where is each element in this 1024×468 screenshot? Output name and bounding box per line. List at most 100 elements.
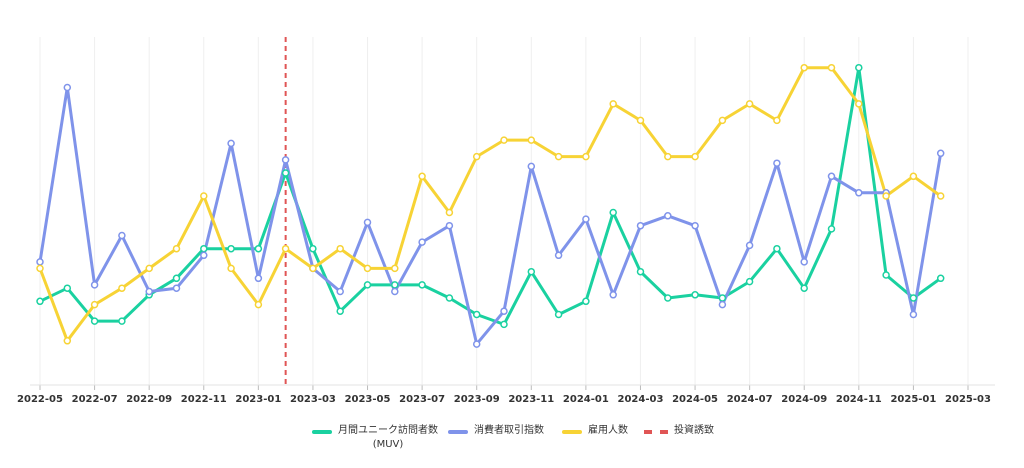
series-0-point <box>336 307 344 315</box>
x-tick-label: 2022-09 <box>126 394 172 405</box>
series-1-point <box>418 238 426 246</box>
series-1-point <box>609 291 617 299</box>
x-tick-label: 2022-07 <box>72 394 118 405</box>
x-tick-label: 2025-03 <box>945 394 991 405</box>
series-2-point <box>691 152 699 161</box>
series-2-point <box>363 264 372 273</box>
series-0-point <box>800 284 808 292</box>
series-1-point <box>36 258 44 266</box>
series-0-point <box>582 297 590 306</box>
series-0-point <box>554 310 563 319</box>
series-1-point <box>718 300 727 309</box>
series-2-point <box>281 244 290 253</box>
x-axis: 2022-05 2022-07 2022-09 2022-11 2023-01 2023-… <box>17 384 995 405</box>
series-2-point <box>172 244 181 253</box>
legend-label-inv: 投資誘致 <box>674 425 714 436</box>
series-2-point <box>800 63 808 72</box>
legend-swatch-muv <box>312 430 332 434</box>
series-2-point <box>200 192 208 200</box>
line-chart: 2022-05 2022-07 2022-09 2022-11 2023-01 2023-… <box>17 37 995 405</box>
series-1-point <box>582 215 590 223</box>
series-0-point <box>527 267 536 276</box>
series-1-point <box>227 139 235 148</box>
series-0-point <box>636 267 645 276</box>
legend-item-cti[interactable]: 消費者取引指数 <box>448 424 544 438</box>
series-1-point <box>855 189 863 197</box>
series-2-point <box>582 152 590 161</box>
legend-label-cti: 消費者取引指数 <box>474 425 544 436</box>
series-0-point <box>445 294 454 302</box>
series-2-point <box>227 264 235 273</box>
series-0-point <box>909 294 918 302</box>
x-tick-label: 2024-01 <box>563 394 609 405</box>
series-2-point <box>118 284 126 292</box>
series-0-point <box>773 244 781 253</box>
series-0-point <box>855 63 863 72</box>
series-0-point <box>200 244 208 253</box>
series-0-point <box>227 244 235 253</box>
series-2-point <box>254 300 263 309</box>
series-0-point <box>500 320 508 329</box>
series-1-point <box>691 221 699 230</box>
legend-item-inv[interactable]: 投資誘致 <box>644 424 714 438</box>
series-2-point <box>391 264 399 273</box>
series-2-point <box>718 116 727 125</box>
series-2-point <box>309 264 317 273</box>
series-1-point <box>472 340 481 348</box>
x-tick-label: 2022-05 <box>17 394 63 405</box>
series-2-point <box>527 136 536 144</box>
x-tick-label: 2023-09 <box>454 394 500 405</box>
series-2-point <box>145 264 153 273</box>
series-0-point <box>472 310 481 319</box>
series-2-point <box>554 152 563 161</box>
chart-series <box>36 63 945 348</box>
legend-label-muv: 月間ユニーク訪問者数 (MUV) <box>338 424 438 452</box>
series-2-point <box>500 136 508 144</box>
series-1-point <box>773 159 781 167</box>
series-1-point <box>172 284 181 292</box>
series-1-point <box>200 251 208 260</box>
x-tick-label: 2023-05 <box>345 394 391 405</box>
series-1-point <box>363 218 372 227</box>
series-0-point <box>63 284 72 292</box>
x-tick-label: 2024-11 <box>836 394 882 405</box>
series-2-point <box>855 100 863 108</box>
series-0-point <box>691 291 699 299</box>
legend-label-muv-line1: 月間ユニーク訪問者数 <box>338 425 438 436</box>
series-2-point <box>745 100 754 108</box>
series-1-point <box>500 307 508 315</box>
series-1-point <box>527 162 536 171</box>
series-1-point <box>281 156 290 164</box>
series-1-point <box>636 221 645 230</box>
x-tick-label: 2024-09 <box>781 394 827 405</box>
series-1-point <box>745 241 754 250</box>
series-2-point <box>609 100 617 108</box>
series-0-point <box>745 277 754 286</box>
series-1-point <box>827 172 836 181</box>
series-2-point <box>664 152 672 161</box>
legend-label-muv-line2: (MUV) <box>372 439 404 450</box>
series-0-point <box>36 297 44 306</box>
series-2-point <box>472 152 481 161</box>
series-0-point <box>363 281 372 289</box>
series-2-point <box>445 208 454 217</box>
series-1-point <box>391 287 399 296</box>
legend-item-emp[interactable]: 雇用人数 <box>562 424 628 438</box>
series-0-point <box>281 169 290 177</box>
chart-grid <box>39 37 969 385</box>
series-0-point <box>609 208 617 217</box>
series-2-point <box>336 244 344 253</box>
legend-label-emp: 雇用人数 <box>588 425 628 436</box>
x-tick-label: 2024-05 <box>672 394 718 405</box>
x-tick-label: 2022-11 <box>181 394 227 405</box>
series-line-2 <box>38 66 943 343</box>
series-1-point <box>90 281 99 289</box>
series-1-point <box>145 287 153 296</box>
x-tick-label: 2024-07 <box>727 394 773 405</box>
series-1-point <box>336 287 344 296</box>
series-2-point <box>773 116 781 125</box>
series-0-point <box>664 294 672 302</box>
series-0-point <box>718 294 727 302</box>
legend-item-muv[interactable]: 月間ユニーク訪問者数 (MUV) <box>312 424 438 452</box>
series-1-point <box>800 258 808 266</box>
